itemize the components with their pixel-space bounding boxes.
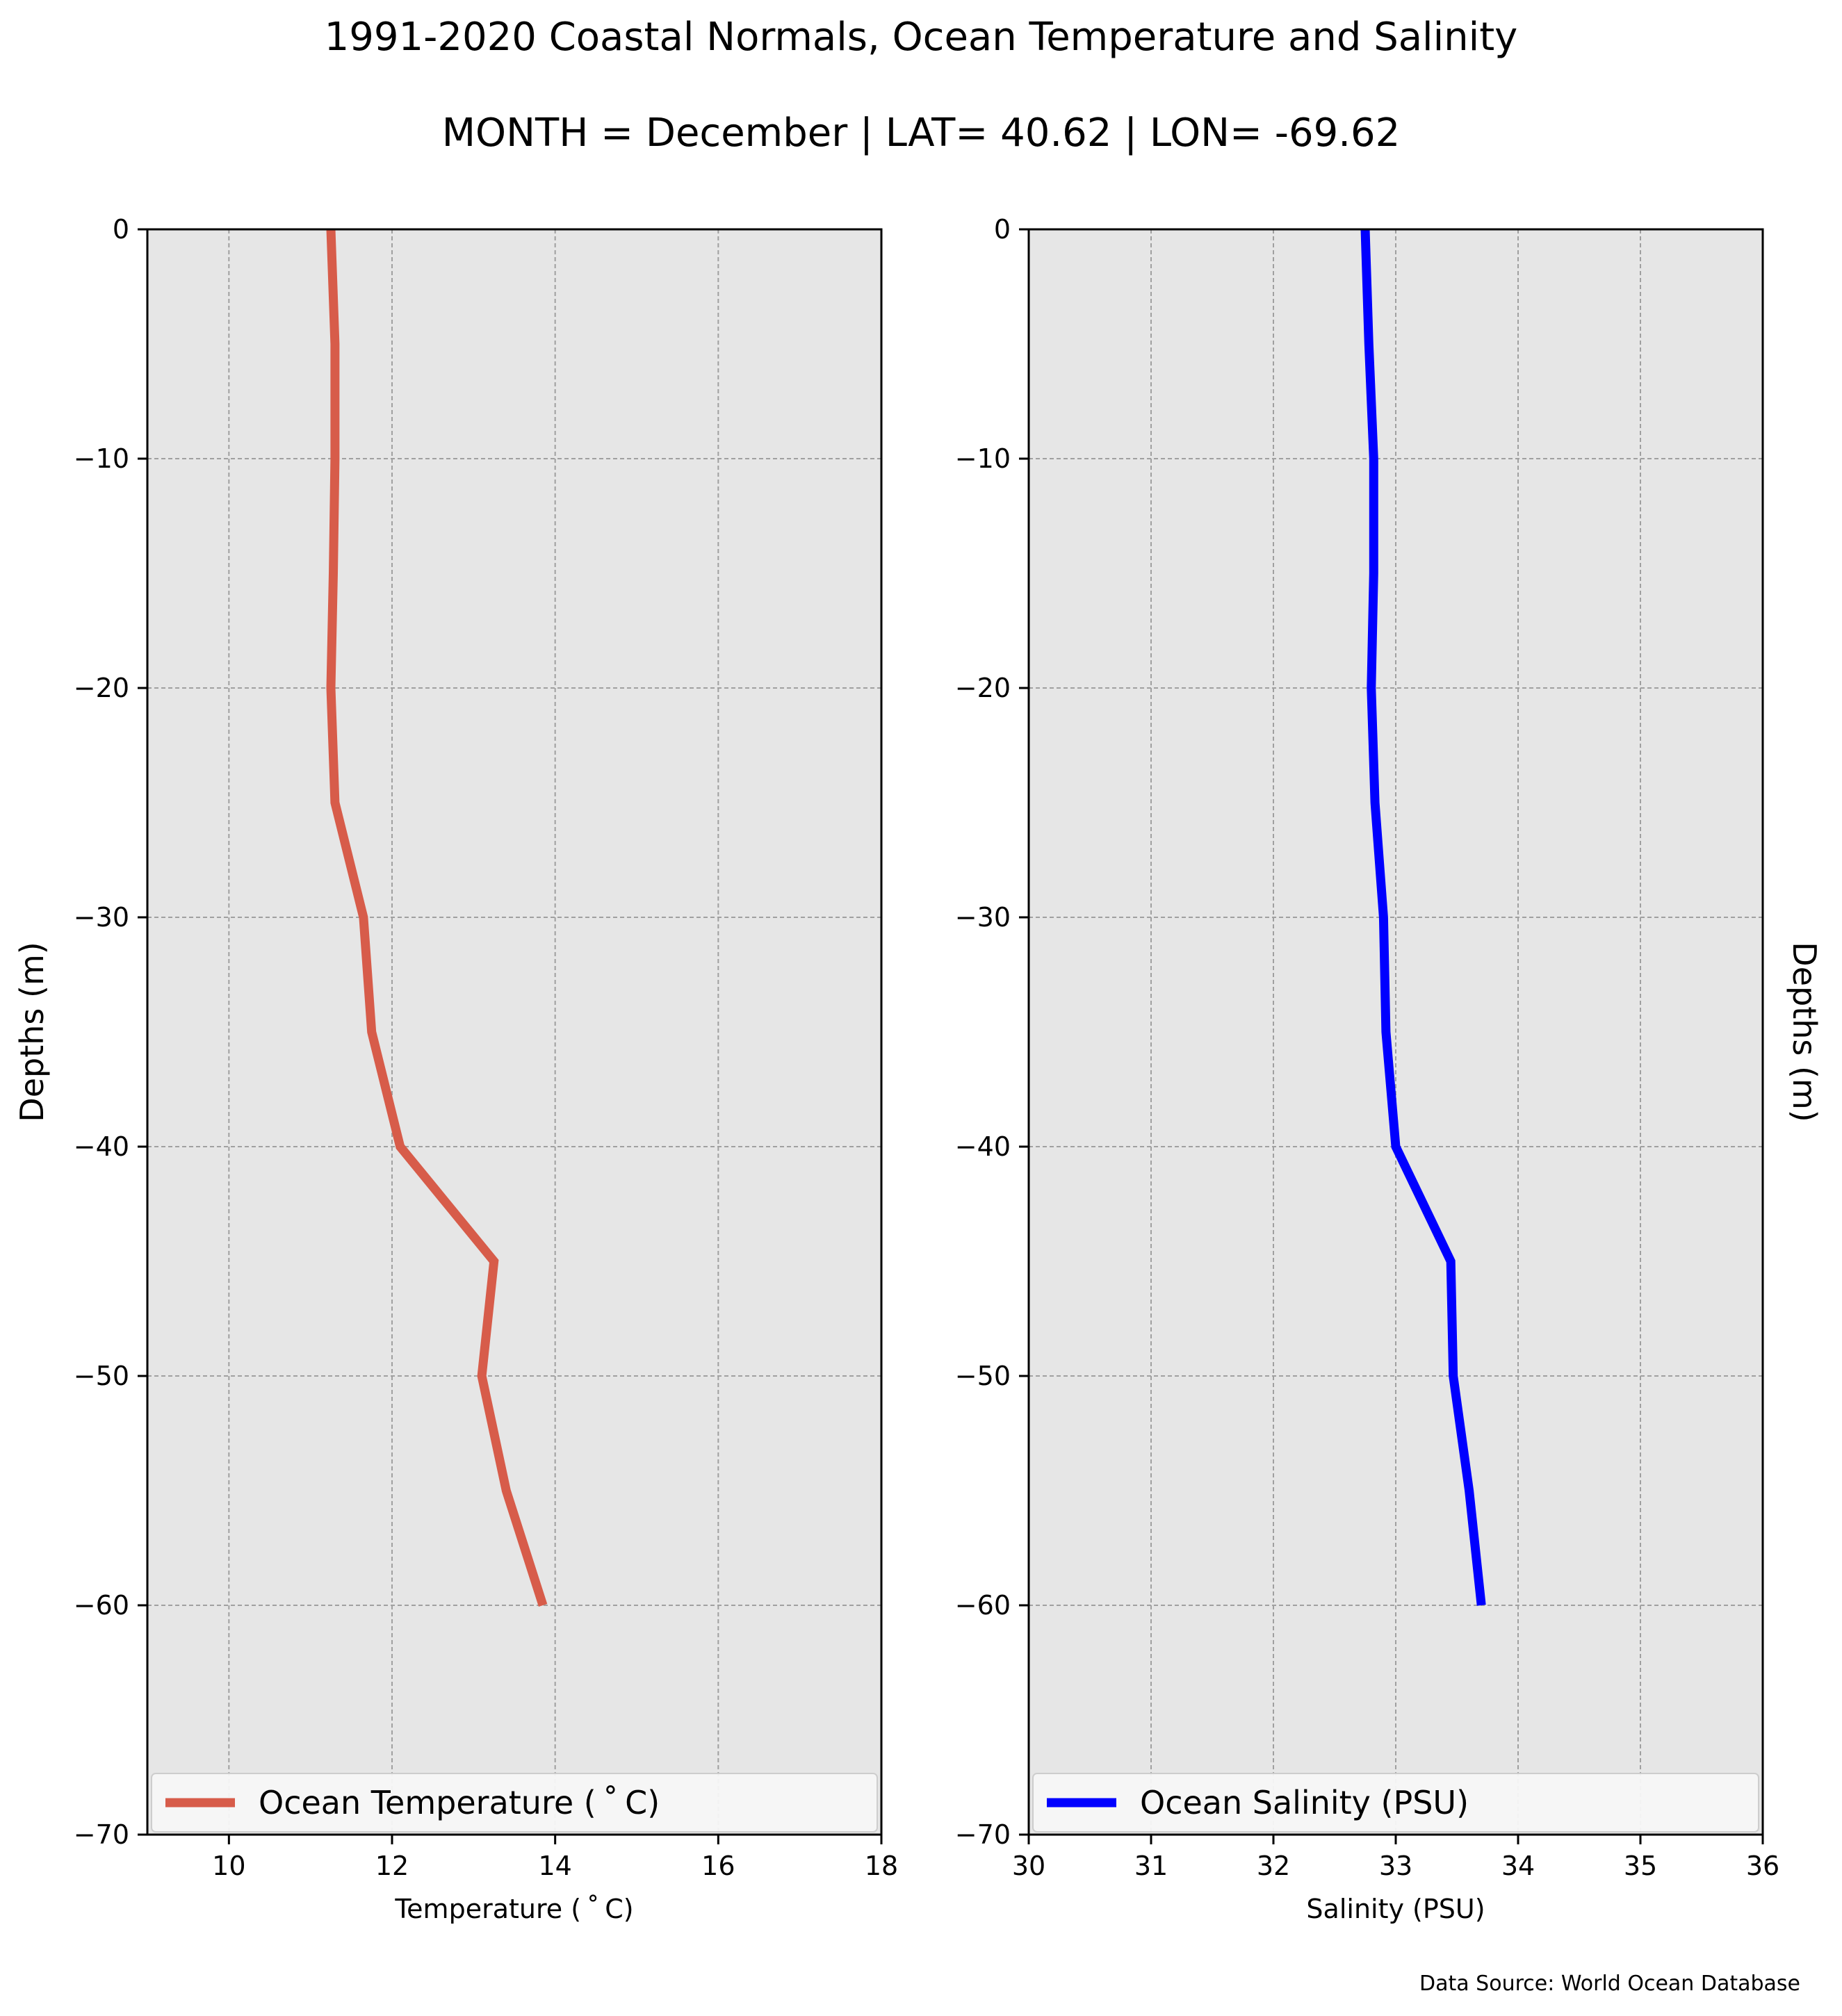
y-tick-label: −50	[955, 1361, 1011, 1391]
x-tick-label: 30	[1012, 1851, 1045, 1881]
y-tick-label: −70	[955, 1819, 1011, 1850]
y-tick-label: −60	[955, 1590, 1011, 1621]
y-tick-label: 0	[113, 214, 129, 245]
temperature-panel: Ocean Temperature ( ˚ C) 10 12 14 16 18 0 −10 −2…	[13, 214, 898, 1924]
y-tick-label: −10	[74, 443, 129, 474]
x-tick-label: 32	[1257, 1851, 1290, 1881]
x-tick-label: 10	[212, 1851, 245, 1881]
y-tick-label: −70	[74, 1819, 129, 1850]
y-tick-label: −30	[74, 902, 129, 933]
x-tick-label: 31	[1134, 1851, 1168, 1881]
x-axis-label: Temperature ( ˚ C)	[394, 1894, 633, 1924]
plot-background	[147, 229, 881, 1835]
y-tick-label: −40	[74, 1131, 129, 1162]
y-tick-label: −30	[955, 902, 1011, 933]
chart-title: 1991-2020 Coastal Normals, Ocean Tempera…	[325, 15, 1518, 60]
legend-box	[1032, 1773, 1759, 1833]
axes-frame	[146, 228, 883, 1836]
y-tick-label: 0	[994, 214, 1011, 245]
x-tick-label: 16	[701, 1851, 735, 1881]
legend-label: Ocean Salinity (PSU)	[1140, 1784, 1469, 1821]
x-axis-label: Salinity (PSU)	[1306, 1894, 1485, 1924]
y-tick-label: −10	[955, 443, 1011, 474]
y-tick-label: −20	[955, 673, 1011, 703]
x-tick-label: 18	[865, 1851, 898, 1881]
salinity-panel: Ocean Salinity (PSU) 30 31 32 33 34 35 36 0 −10 −2…	[955, 214, 1823, 1924]
x-tick-label: 33	[1379, 1851, 1412, 1881]
x-tick-label: 36	[1746, 1851, 1779, 1881]
y-tick-label: −50	[74, 1361, 129, 1391]
x-tick-label: 34	[1501, 1851, 1535, 1881]
y-axis-label: Depths (m)	[13, 942, 51, 1122]
legend: Ocean Salinity (PSU)	[1032, 1773, 1759, 1833]
x-tick-label: 14	[538, 1851, 571, 1881]
chart-subtitle: MONTH = December | LAT= 40.62 | LON= -69…	[442, 110, 1401, 156]
y-tick-label: −40	[955, 1131, 1011, 1162]
legend-box	[151, 1773, 878, 1833]
y-tick-label: −60	[74, 1590, 129, 1621]
y-tick-label: −20	[74, 673, 129, 703]
x-tick-label: 12	[375, 1851, 409, 1881]
data-source-note: Data Source: World Ocean Database	[1419, 1972, 1800, 1996]
legend: Ocean Temperature ( ˚ C)	[151, 1773, 878, 1833]
legend-label: Ocean Temperature ( ˚ C)	[259, 1784, 660, 1821]
y-axis-label: Depths (m)	[1786, 942, 1823, 1122]
x-tick-label: 35	[1624, 1851, 1657, 1881]
